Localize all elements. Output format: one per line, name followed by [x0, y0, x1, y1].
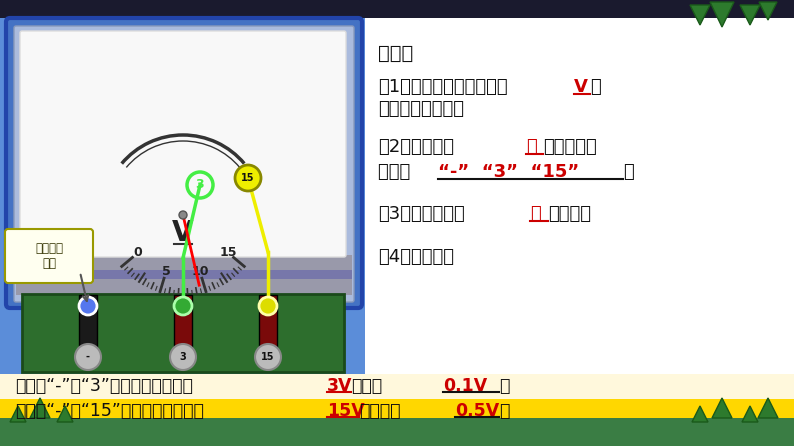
- FancyBboxPatch shape: [16, 270, 352, 280]
- Text: 3: 3: [179, 352, 187, 362]
- Text: 0: 0: [133, 247, 142, 260]
- Text: “-”  “3”  “15”: “-” “3” “15”: [438, 163, 580, 181]
- FancyBboxPatch shape: [16, 279, 352, 295]
- Text: V: V: [172, 219, 194, 247]
- Circle shape: [235, 165, 261, 191]
- Text: （1）表盘中央有一个字母: （1）表盘中央有一个字母: [378, 78, 507, 96]
- Polygon shape: [710, 2, 734, 27]
- FancyBboxPatch shape: [259, 295, 277, 353]
- Text: V: V: [574, 78, 588, 96]
- Circle shape: [259, 297, 277, 315]
- Text: 3: 3: [195, 178, 204, 191]
- FancyBboxPatch shape: [0, 418, 794, 446]
- Text: 分度值: 分度值: [351, 377, 382, 395]
- Text: 分别是: 分别是: [378, 163, 416, 181]
- Polygon shape: [712, 398, 732, 418]
- Text: 选标有“-”和“3”的接线柱：量程为: 选标有“-”和“3”的接线柱：量程为: [15, 377, 193, 395]
- Polygon shape: [759, 2, 777, 20]
- FancyBboxPatch shape: [22, 294, 344, 372]
- Text: （2）电压表有: （2）电压表有: [378, 138, 454, 156]
- Text: 15: 15: [219, 247, 237, 260]
- FancyBboxPatch shape: [0, 374, 794, 418]
- Polygon shape: [692, 406, 708, 422]
- Text: 。: 。: [499, 402, 510, 420]
- FancyBboxPatch shape: [20, 31, 346, 257]
- FancyBboxPatch shape: [5, 229, 93, 283]
- Text: -: -: [86, 352, 90, 362]
- Circle shape: [174, 297, 192, 315]
- Circle shape: [75, 344, 101, 370]
- Text: 看一看: 看一看: [378, 44, 413, 63]
- Polygon shape: [740, 5, 760, 25]
- Text: ，分度值: ，分度值: [359, 402, 400, 420]
- Text: 0.5V: 0.5V: [455, 402, 499, 420]
- Text: 0.1V: 0.1V: [443, 377, 488, 395]
- Text: 3V: 3V: [327, 377, 353, 395]
- FancyBboxPatch shape: [0, 399, 794, 418]
- FancyBboxPatch shape: [6, 18, 362, 308]
- FancyBboxPatch shape: [365, 18, 794, 418]
- Text: 15: 15: [241, 173, 255, 183]
- FancyBboxPatch shape: [0, 18, 365, 418]
- FancyBboxPatch shape: [174, 295, 192, 353]
- Text: 表明这是电压表；: 表明这是电压表；: [378, 100, 464, 118]
- FancyBboxPatch shape: [79, 295, 97, 353]
- Text: 15V: 15V: [327, 402, 364, 420]
- Polygon shape: [30, 398, 50, 418]
- Text: 10: 10: [191, 265, 209, 278]
- Text: 5: 5: [162, 265, 171, 278]
- Text: 个接线柱，: 个接线柱，: [543, 138, 597, 156]
- Text: （4）调零螺丝: （4）调零螺丝: [378, 248, 454, 266]
- FancyBboxPatch shape: [16, 255, 352, 271]
- Text: 旋转螺丝
调零: 旋转螺丝 调零: [35, 242, 63, 270]
- Polygon shape: [57, 406, 73, 422]
- Circle shape: [79, 297, 97, 315]
- Text: 15: 15: [261, 352, 275, 362]
- Polygon shape: [758, 398, 778, 418]
- Circle shape: [179, 211, 187, 219]
- Text: 。: 。: [623, 163, 634, 181]
- FancyBboxPatch shape: [0, 0, 794, 18]
- Text: 三: 三: [526, 138, 537, 156]
- Text: ，: ，: [590, 78, 601, 96]
- Text: （3）刻度盘上有: （3）刻度盘上有: [378, 205, 464, 223]
- Circle shape: [170, 344, 196, 370]
- Polygon shape: [690, 5, 710, 25]
- FancyBboxPatch shape: [14, 26, 354, 302]
- Polygon shape: [10, 406, 26, 422]
- Text: 排刻度。: 排刻度。: [548, 205, 591, 223]
- Text: 两: 两: [530, 205, 541, 223]
- Text: 。: 。: [499, 377, 510, 395]
- Circle shape: [255, 344, 281, 370]
- Polygon shape: [742, 406, 758, 422]
- Text: 选标有“-”和“15”的接线柱：量程为: 选标有“-”和“15”的接线柱：量程为: [15, 402, 204, 420]
